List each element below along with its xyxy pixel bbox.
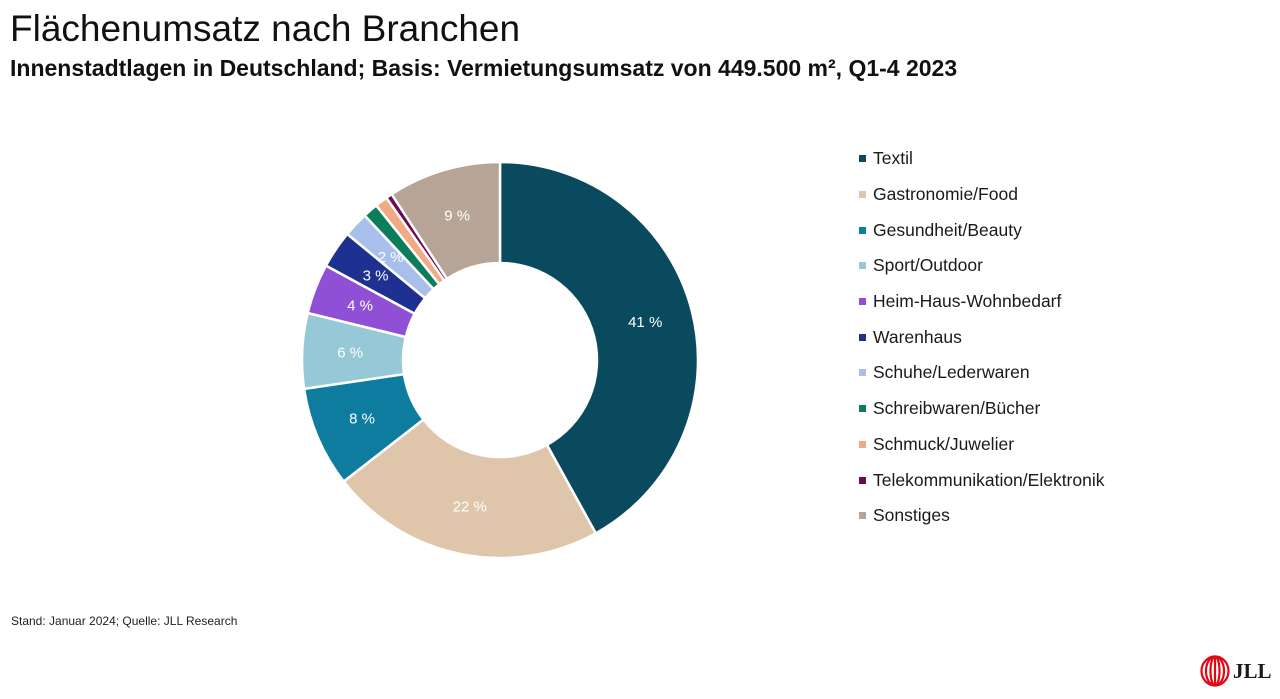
legend-label: Gesundheit/Beauty (873, 219, 1022, 240)
legend-item-heim-haus-wohnbedarf: Heim-Haus-Wohnbedarf (859, 284, 1105, 320)
chart-subtitle: Innenstadtlagen in Deutschland; Basis: V… (10, 55, 958, 81)
legend-label: Telekommunikation/Elektronik (873, 469, 1105, 490)
jll-logo: JLL (1200, 655, 1272, 687)
legend-swatch (859, 262, 866, 270)
legend-swatch (859, 405, 866, 413)
legend-swatch (859, 512, 866, 520)
slice-label-gesundheit-beauty: 8 % (349, 410, 375, 427)
slice-label-sonstiges: 9 % (444, 208, 470, 225)
legend-swatch (859, 298, 866, 306)
legend-item-gesundheit-beauty: Gesundheit/Beauty (859, 212, 1105, 248)
legend-swatch (859, 333, 866, 341)
donut-slice-labels: 41 % 22 % 8 % 6 % 4 % 3 % 2 % 9 % (337, 208, 662, 516)
legend-swatch (859, 191, 866, 199)
slice-sonstiges (390, 160, 502, 281)
legend-item-textil: Textil (859, 141, 1105, 177)
legend-label: Heim-Haus-Wohnbedarf (873, 291, 1062, 312)
legend-label: Schuhe/Lederwaren (873, 362, 1030, 383)
legend-item-sonstiges: Sonstiges (859, 498, 1105, 534)
slice-label-schuhe-lederwaren: 2 % (378, 249, 404, 266)
slice-label-gastronomie-food: 22 % (453, 498, 487, 515)
legend-item-warenhaus: Warenhaus (859, 319, 1105, 355)
legend-item-schmuck-juwelier: Schmuck/Juwelier (859, 427, 1105, 463)
legend-swatch (859, 440, 866, 448)
chart-title: Flächenumsatz nach Branchen (10, 8, 521, 49)
chart-legend: Textil Gastronomie/Food Gesundheit/Beauty S… (859, 141, 1105, 534)
slice-label-sport-outdoor: 6 % (337, 345, 363, 362)
jll-logo-icon (1200, 655, 1230, 687)
source-footnote: Stand: Januar 2024; Quelle: JLL Research (11, 614, 238, 628)
legend-item-gastronomie-food: Gastronomie/Food (859, 177, 1105, 213)
legend-item-sport-outdoor: Sport/Outdoor (859, 248, 1105, 284)
legend-swatch (859, 155, 866, 163)
legend-label: Sport/Outdoor (873, 255, 983, 276)
legend-swatch (859, 476, 866, 484)
jll-logo-text: JLL (1233, 658, 1272, 683)
slice-label-heim-haus-wohnbedarf: 4 % (347, 298, 373, 315)
slice-label-warenhaus: 3 % (363, 268, 389, 285)
slice-label-textil: 41 % (628, 314, 662, 331)
legend-label: Sonstiges (873, 505, 950, 526)
legend-swatch (859, 369, 866, 377)
legend-label: Warenhaus (873, 326, 962, 347)
legend-label: Schreibwaren/Bücher (873, 398, 1041, 419)
legend-label: Textil (873, 148, 913, 169)
legend-item-telekommunikation-elektronik: Telekommunikation/Elektronik (859, 462, 1105, 498)
legend-item-schuhe-lederwaren: Schuhe/Lederwaren (859, 355, 1105, 391)
legend-swatch (859, 226, 866, 234)
legend-label: Schmuck/Juwelier (873, 433, 1015, 454)
slice-gastronomie-food (342, 418, 598, 560)
legend-label: Gastronomie/Food (873, 184, 1018, 205)
legend-item-schreibwaren-b-cher: Schreibwaren/Bücher (859, 391, 1105, 427)
donut-slices (300, 160, 700, 560)
slice-textil (498, 160, 700, 535)
